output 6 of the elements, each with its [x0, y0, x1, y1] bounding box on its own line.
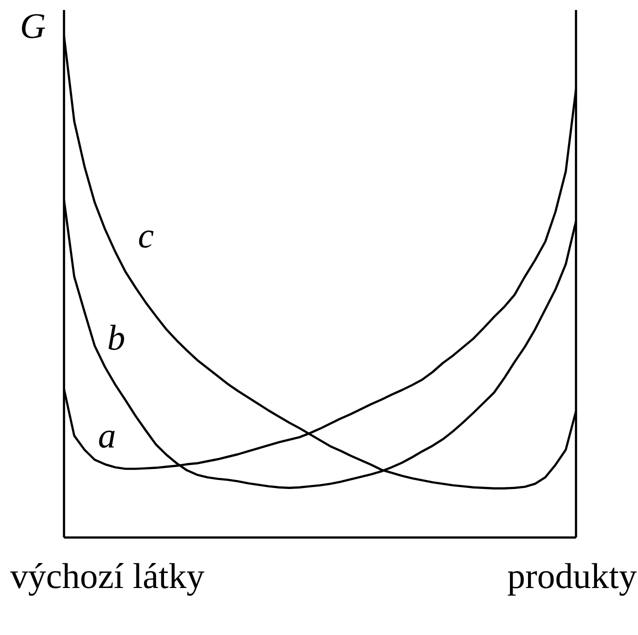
series-label: b — [108, 324, 124, 350]
y-axis-title: G — [22, 14, 46, 38]
text: výchozí látky — [10, 563, 204, 596]
series-label: c — [139, 230, 154, 248]
series-label: a — [99, 430, 115, 448]
text: produkty — [508, 563, 637, 596]
